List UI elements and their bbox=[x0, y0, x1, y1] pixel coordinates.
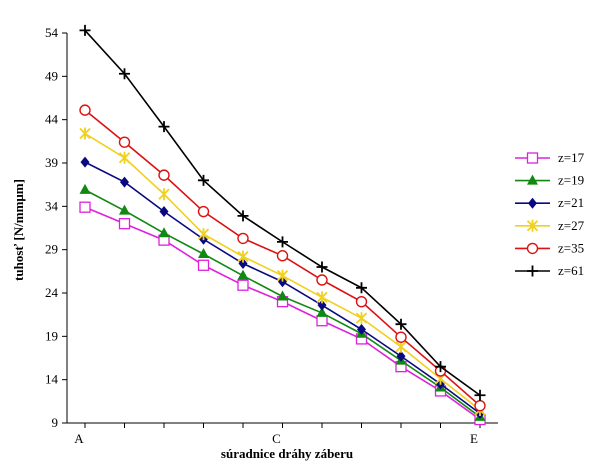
data-point bbox=[198, 248, 209, 258]
data-point bbox=[158, 188, 170, 201]
x-tick-label: A bbox=[74, 431, 84, 446]
legend-item: z=21 bbox=[515, 195, 584, 210]
y-tick-label: 44 bbox=[45, 112, 59, 127]
data-point bbox=[395, 331, 407, 343]
series-line bbox=[84, 29, 481, 396]
data-point bbox=[197, 259, 210, 271]
data-point bbox=[357, 323, 366, 335]
data-point bbox=[119, 204, 130, 215]
legend-label: z=35 bbox=[558, 240, 584, 255]
series-z-19 bbox=[79, 183, 486, 421]
data-point bbox=[120, 176, 129, 188]
y-tick-label: 34 bbox=[45, 198, 59, 213]
legend-item: z=61 bbox=[515, 263, 584, 278]
data-point bbox=[474, 399, 486, 412]
series-z-61 bbox=[79, 24, 486, 401]
data-point bbox=[118, 218, 131, 230]
legend-marker bbox=[526, 219, 539, 232]
legend-item: z=19 bbox=[515, 173, 584, 188]
data-point bbox=[237, 250, 249, 263]
series-layer bbox=[79, 24, 486, 426]
legend-marker bbox=[526, 242, 539, 255]
x-tick-label: E bbox=[470, 431, 478, 446]
data-point bbox=[118, 151, 131, 164]
data-point bbox=[237, 269, 249, 280]
data-point bbox=[316, 291, 328, 304]
data-point bbox=[118, 136, 131, 148]
series-z-21 bbox=[80, 156, 485, 419]
legend-label: z=17 bbox=[558, 150, 585, 165]
series-z-17 bbox=[79, 201, 486, 426]
data-point bbox=[79, 201, 91, 213]
data-point bbox=[355, 312, 368, 325]
data-point bbox=[158, 169, 170, 181]
data-point bbox=[316, 306, 328, 317]
data-point bbox=[158, 227, 170, 238]
legend-item: z=35 bbox=[515, 240, 584, 255]
data-point bbox=[237, 232, 249, 245]
data-point bbox=[197, 228, 210, 241]
data-point bbox=[435, 361, 446, 373]
data-point bbox=[276, 269, 289, 282]
legend-label: z=19 bbox=[558, 173, 584, 188]
series-z-35 bbox=[79, 104, 486, 412]
legend-label: z=27 bbox=[558, 218, 585, 233]
y-tick-label: 14 bbox=[45, 372, 59, 387]
legend-label: z=21 bbox=[558, 195, 584, 210]
y-tick-label: 49 bbox=[45, 68, 58, 83]
data-point bbox=[238, 258, 248, 270]
data-point bbox=[316, 315, 328, 327]
data-point bbox=[316, 274, 328, 286]
y-tick-label: 39 bbox=[45, 155, 58, 170]
y-tick-label: 29 bbox=[45, 242, 58, 257]
data-point bbox=[80, 156, 90, 168]
data-point bbox=[356, 282, 367, 294]
x-tick-label: C bbox=[272, 431, 281, 446]
data-point bbox=[355, 295, 368, 308]
y-axis-title: tuhosť [N/mmμm] bbox=[11, 179, 26, 281]
x-axis-title: súradnice dráhy záberu bbox=[221, 446, 353, 461]
data-point bbox=[119, 68, 130, 80]
data-point bbox=[316, 261, 328, 273]
legend-marker bbox=[527, 174, 538, 185]
data-point bbox=[158, 121, 170, 133]
data-point bbox=[79, 24, 91, 36]
data-point bbox=[79, 104, 91, 116]
legend-marker bbox=[527, 265, 538, 277]
series-line bbox=[84, 161, 481, 415]
data-point bbox=[198, 174, 209, 186]
y-tick-label: 54 bbox=[45, 25, 59, 40]
legend: z=17 z=19 z=21 z=27 z=35 z=61 bbox=[515, 150, 585, 278]
data-point bbox=[197, 205, 210, 218]
ticks: 9 14 19 24 29 34 39 44 49 54 A C E bbox=[45, 25, 481, 446]
legend-marker bbox=[526, 152, 539, 164]
data-point bbox=[276, 250, 289, 262]
data-point bbox=[277, 290, 288, 301]
data-point bbox=[237, 210, 249, 222]
data-point bbox=[237, 279, 249, 291]
data-point bbox=[317, 299, 327, 311]
data-point bbox=[395, 318, 407, 330]
data-point bbox=[79, 183, 91, 194]
data-point bbox=[159, 206, 169, 218]
data-point bbox=[396, 350, 406, 362]
data-point bbox=[474, 389, 486, 401]
y-tick-label: 24 bbox=[45, 285, 59, 300]
legend-label: z=61 bbox=[558, 263, 584, 278]
legend-item: z=27 bbox=[515, 218, 585, 233]
y-tick-label: 9 bbox=[52, 415, 59, 430]
data-point bbox=[79, 127, 91, 140]
y-tick-label: 19 bbox=[45, 328, 58, 343]
legend-marker bbox=[528, 197, 537, 209]
legend-item: z=17 bbox=[515, 150, 585, 165]
data-point bbox=[277, 236, 288, 248]
